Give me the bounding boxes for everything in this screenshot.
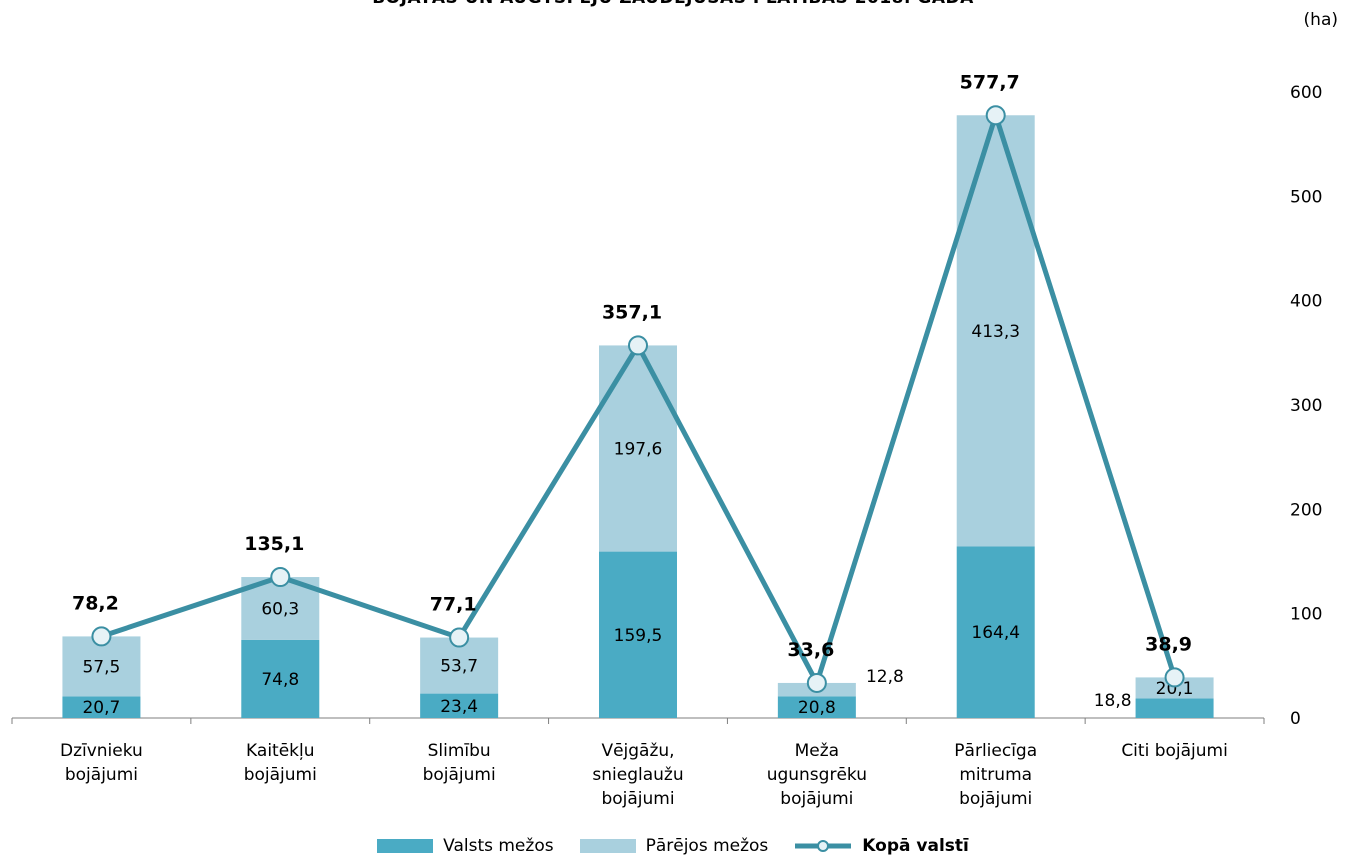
bar-state — [420, 693, 499, 718]
data-label-state: 74,8 — [261, 670, 299, 690]
x-category-label: Meža — [795, 741, 839, 761]
x-category-label: bojājumi — [959, 789, 1032, 809]
x-category-label: bojājumi — [244, 765, 317, 785]
line-point-total — [449, 627, 470, 648]
data-label-total: 135,1 — [244, 533, 304, 555]
data-label-total: 77,1 — [430, 594, 477, 616]
legend-item-total: Kopā valstī — [794, 836, 969, 856]
data-label-state: 164,4 — [971, 623, 1020, 643]
line-point-total — [270, 567, 291, 588]
stacked-bar-line-chart: 0 100 200 300 400 500 600 20,7 57,5 74,8 60,3 23,4 5… — [11, 71, 1322, 809]
x-category-label: bojājumi — [65, 765, 138, 785]
x-category-label: ugunsgrēku — [767, 765, 867, 785]
data-label-total: 357,1 — [602, 301, 662, 323]
x-category-label: mitruma — [959, 765, 1032, 785]
data-label-total: 33,6 — [787, 639, 834, 661]
legend-item-state: Valsts mežos — [377, 836, 554, 856]
chart-title: BOJĀTĀS UN AUGTSPĒJU ZAUDĒJUŠĀS PLATĪBAS… — [0, 0, 1346, 8]
y-tick-label: 500 — [1290, 187, 1322, 207]
line-point-total — [628, 335, 648, 356]
y-tick-label: 300 — [1290, 396, 1322, 416]
data-label-state: 23,4 — [440, 697, 478, 717]
unit-label: (ha) — [1303, 10, 1338, 30]
y-tick-label: 600 — [1290, 83, 1322, 103]
x-category-label: Pārliecīga — [954, 741, 1037, 761]
legend-item-other: Pārējos mežos — [579, 836, 769, 856]
y-tick-label: 100 — [1290, 605, 1322, 625]
x-category-label: Dzīvnieku — [60, 741, 143, 761]
data-label-state: 20,7 — [82, 698, 120, 718]
data-label-total: 38,9 — [1145, 633, 1192, 655]
legend-label-total: Kopā valstī — [862, 836, 969, 856]
bar-state — [956, 546, 1035, 718]
y-tick-label: 200 — [1290, 500, 1322, 520]
bar-other — [1135, 677, 1214, 699]
data-label-other: 60,3 — [261, 600, 299, 620]
legend-label-state: Valsts mežos — [443, 836, 554, 856]
x-category-label: bojājumi — [780, 789, 853, 809]
bar-other — [956, 115, 1035, 547]
x-category-label: snieglaužu — [592, 765, 683, 785]
bar-state — [777, 696, 856, 718]
data-label-other: 197,6 — [614, 440, 663, 460]
bar-state — [241, 639, 320, 718]
data-label-state: 18,8 — [1094, 691, 1132, 711]
data-label-other: 413,3 — [971, 322, 1020, 342]
y-tick-label: 400 — [1290, 292, 1322, 312]
line-point-total — [91, 626, 112, 647]
data-label-other: 20,1 — [1156, 679, 1194, 699]
legend-line-marker-icon — [795, 840, 852, 852]
x-category-label: bojājumi — [423, 765, 496, 785]
data-label-total: 577,7 — [960, 71, 1020, 93]
data-label-other: 57,5 — [82, 657, 120, 677]
y-tick-label: 0 — [1290, 709, 1301, 729]
x-category-label: Slimību — [428, 741, 491, 761]
x-category-label: Kaitēkļu — [246, 741, 314, 761]
bar-other — [599, 345, 677, 552]
line-point-total — [985, 105, 1006, 126]
legend: Valsts mežos Pārējos mežos Kopā valstī — [0, 836, 1346, 856]
data-label-other: 12,8 — [866, 667, 904, 687]
x-category-label: Citi bojājumi — [1121, 741, 1228, 761]
x-category-label: Vējgāžu, — [601, 741, 674, 761]
line-point-total — [806, 672, 827, 693]
bar-state — [1135, 698, 1214, 718]
bar-state — [599, 551, 677, 718]
data-label-state: 20,8 — [798, 698, 836, 718]
data-label-other: 53,7 — [440, 657, 478, 677]
legend-swatch-other — [579, 839, 636, 853]
data-label-state: 159,5 — [614, 626, 663, 646]
x-category-label: bojājumi — [601, 789, 674, 809]
legend-label-other: Pārējos mežos — [645, 836, 769, 856]
legend-swatch-state — [377, 839, 434, 853]
bar-state — [62, 696, 141, 718]
line-point-total — [1164, 667, 1185, 688]
data-label-total: 78,2 — [72, 592, 119, 614]
